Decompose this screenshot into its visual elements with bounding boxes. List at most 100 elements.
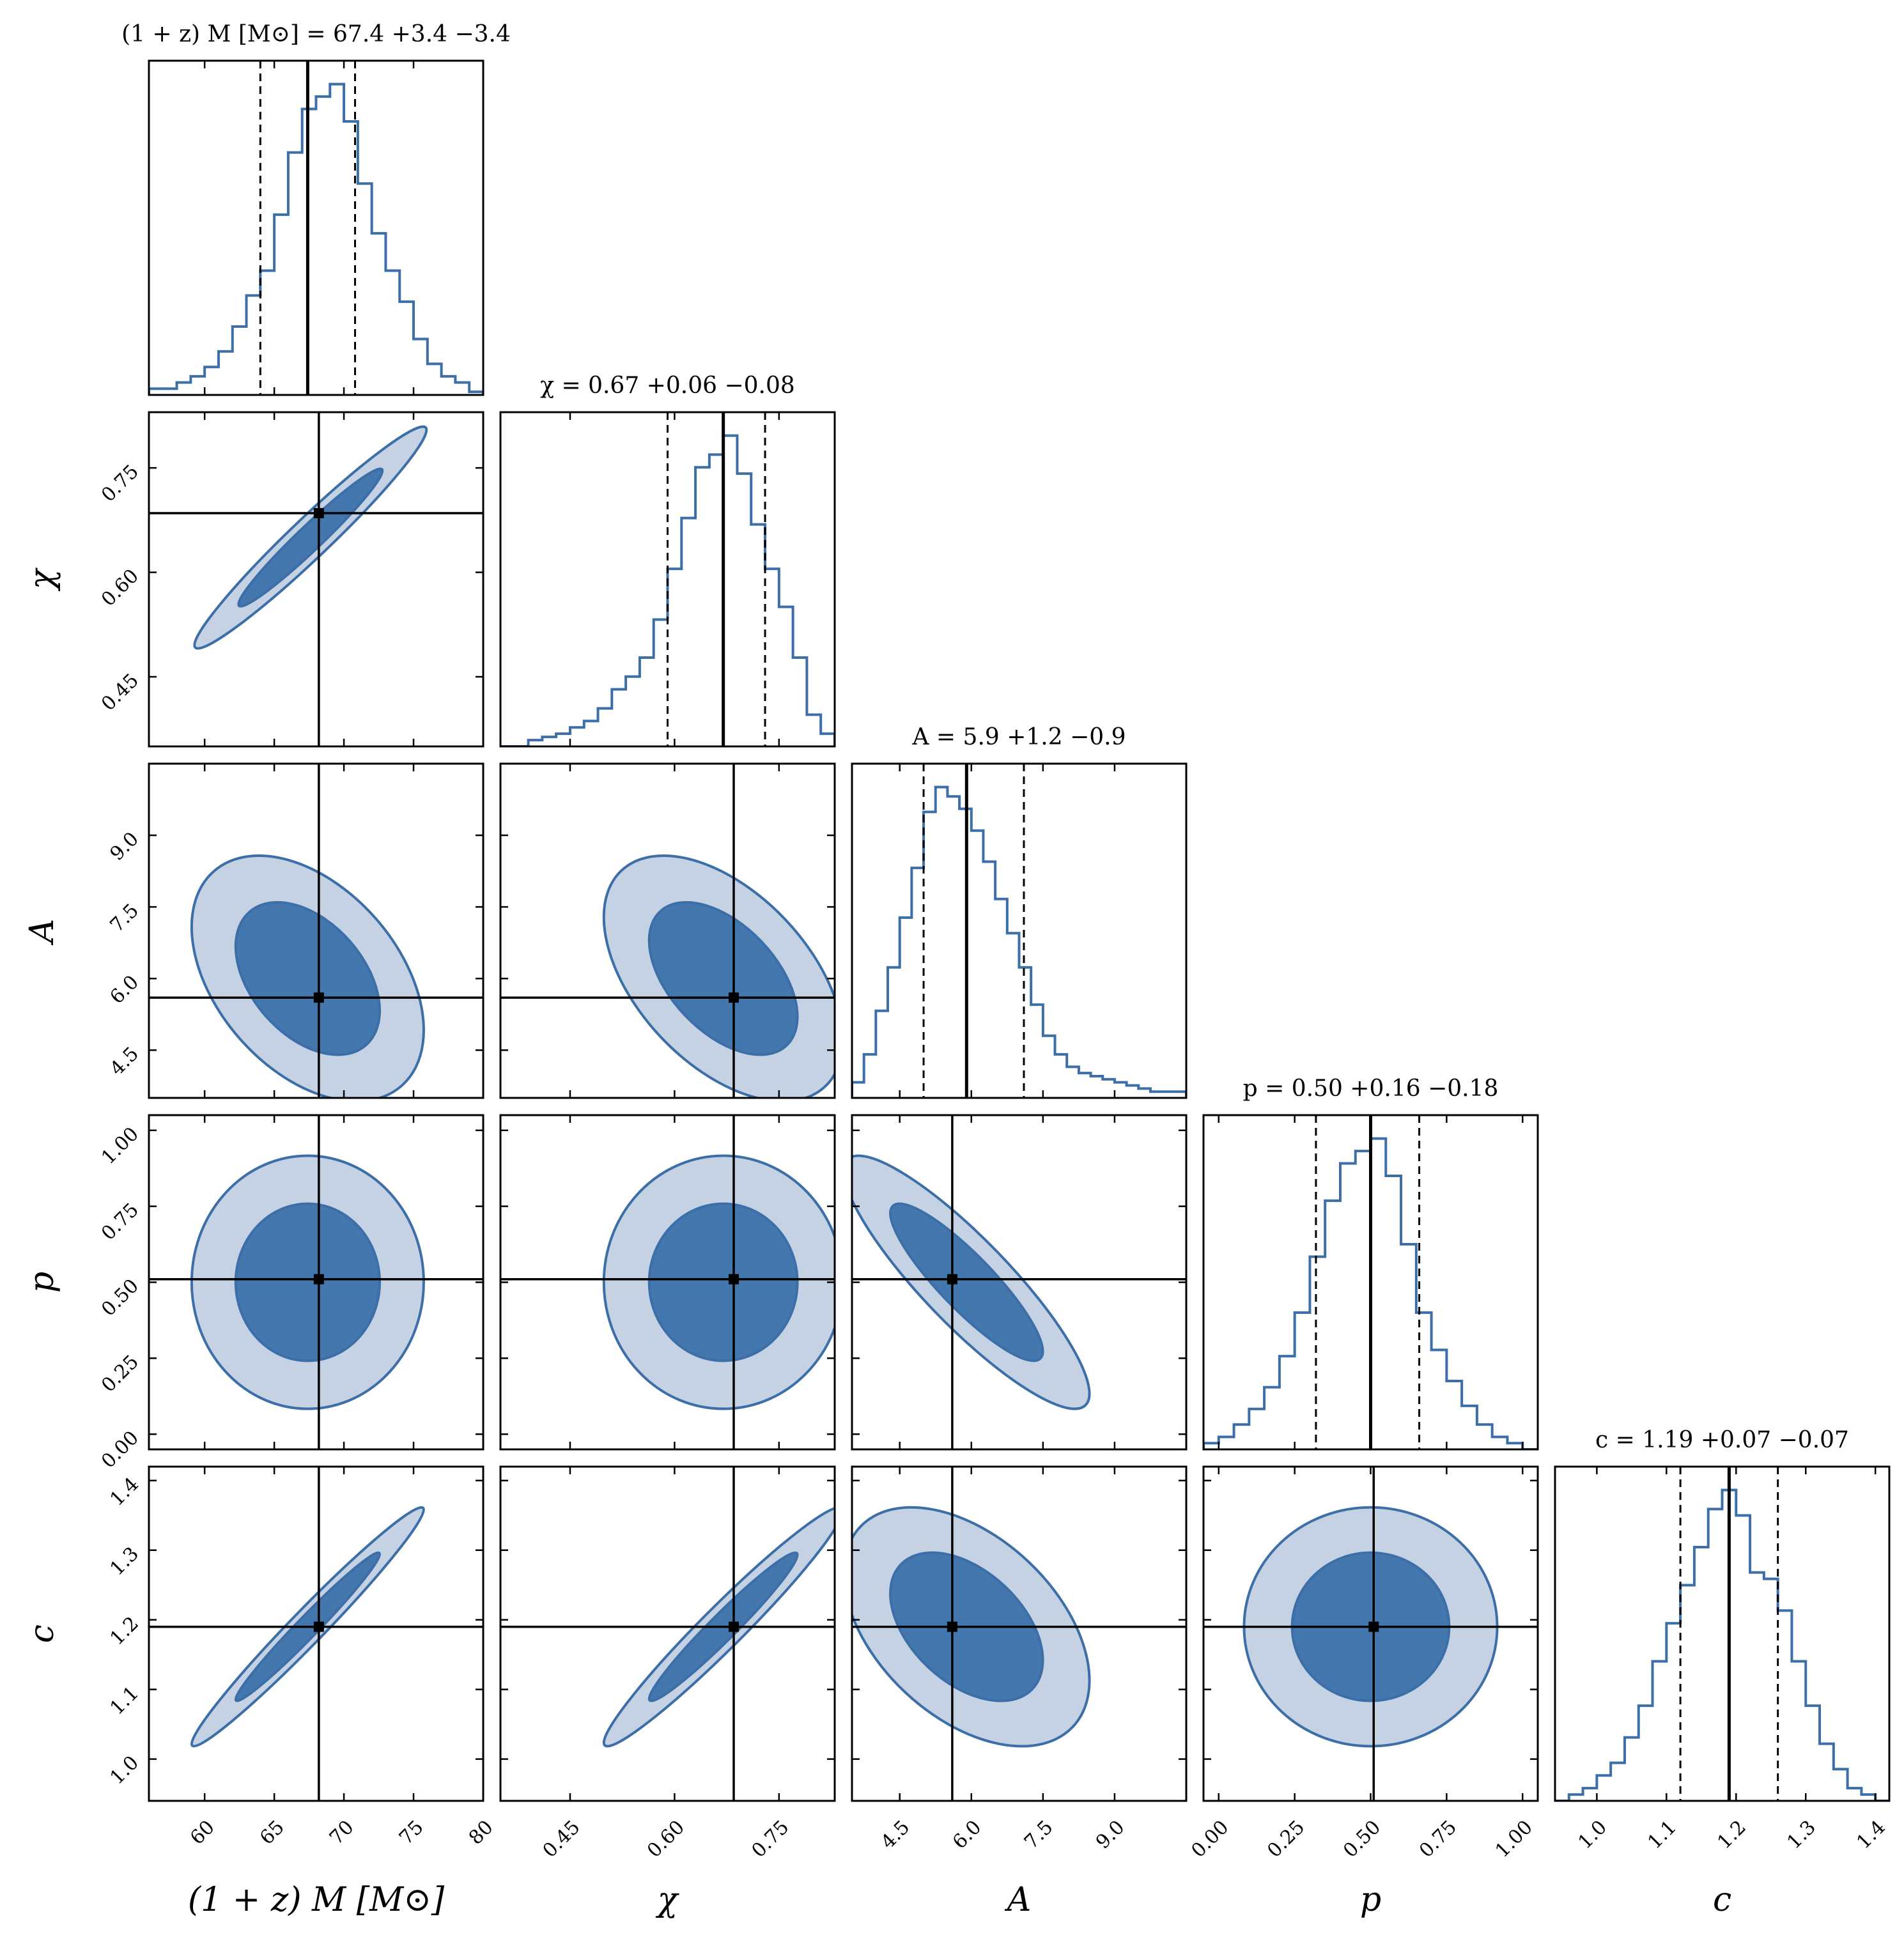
panel-chi-hist: χ = 0.67 +0.06 −0.08: [499, 373, 836, 748]
contour-inner: [647, 1202, 799, 1362]
y-tick-label: 0.75: [97, 460, 143, 506]
x-tick-label: 60: [186, 1816, 219, 1849]
panel-frame: [148, 1465, 484, 1802]
x-tick-label: 9.0: [1092, 1816, 1129, 1853]
panel-frame: [1554, 1465, 1891, 1802]
panel-chi-vs-c: 0.45 0.60 0.75: [499, 1465, 836, 1862]
histogram-M: [149, 82, 483, 395]
y-axis-label-chi: χ: [23, 567, 61, 592]
panel-frame: [851, 1465, 1188, 1802]
y-tick-label: 0.75: [97, 1199, 143, 1245]
y-axis-label-p: p: [23, 1272, 61, 1293]
x-tick-label: 70: [325, 1816, 359, 1849]
panel-frame: [499, 1465, 836, 1802]
y-tick-label: 6.0: [106, 971, 143, 1008]
x-tick-label: 0.25: [1263, 1816, 1309, 1862]
x-tick-label: 7.5: [1020, 1816, 1057, 1853]
panel-frame: [148, 59, 484, 396]
histogram-chi: [500, 434, 835, 746]
panel-frame: [499, 411, 836, 748]
panel-A-vs-p: [851, 1114, 1188, 1451]
y-tick-label: 1.3: [106, 1543, 143, 1580]
truth-marker: [729, 1621, 739, 1632]
x-tick-label: 0.50: [1339, 1816, 1385, 1862]
y-tick-label: 4.5: [106, 1043, 143, 1080]
panel-c-hist: c = 1.19 +0.07 −0.07 1.0 1.1 1.2 1.3 1.4: [1554, 1427, 1891, 1853]
panel-title-A: A = 5.9 +1.2 −0.9: [911, 724, 1126, 750]
x-axis-label-M: (1 + z) M [M⊙]: [188, 1881, 445, 1919]
x-axis-label-c: c: [1713, 1881, 1731, 1919]
contour-inner: [237, 467, 384, 608]
panel-chi-vs-A: [499, 762, 836, 1099]
x-tick-label: 6.0: [948, 1816, 986, 1853]
contour-inner: [234, 1202, 382, 1362]
x-axis-label-p: p: [1360, 1881, 1381, 1919]
truth-marker: [729, 992, 739, 1003]
panel-A-hist: A = 5.9 +1.2 −0.9: [851, 724, 1188, 1099]
contour-inner: [889, 1202, 1044, 1362]
panel-chi-vs-p: [499, 1114, 836, 1451]
panel-title-c: c = 1.19 +0.07 −0.07: [1595, 1427, 1849, 1453]
panel-M-vs-A: 4.5 6.0 7.5 9.0: [106, 762, 484, 1099]
y-tick-label: 1.00: [97, 1123, 143, 1169]
panel-M-hist: (1 + z) M [M⊙] = 67.4 +3.4 −3.4: [121, 21, 511, 396]
contour-inner: [647, 900, 799, 1056]
histogram-c: [1555, 1488, 1889, 1801]
panel-frame: [851, 762, 1188, 1099]
y-tick-label: 0.60: [97, 565, 143, 611]
x-tick-label: 1.3: [1783, 1816, 1820, 1853]
panel-M-vs-c: 60 65 70 75 80 1.0 1.1 1.2 1.3 1.4: [106, 1465, 498, 1849]
x-tick-label: 0.60: [643, 1816, 689, 1862]
truth-marker: [947, 1621, 957, 1632]
panel-M-vs-chi: 0.45 0.60 0.75: [97, 411, 484, 748]
y-tick-label: 0.00: [97, 1427, 143, 1473]
y-tick-label: 7.5: [106, 899, 143, 936]
y-axis-label-A: A: [23, 919, 61, 946]
x-tick-label: 75: [395, 1816, 428, 1849]
x-tick-label: 4.5: [877, 1816, 914, 1853]
truth-marker: [313, 992, 324, 1003]
truth-marker: [947, 1274, 957, 1284]
truth-marker: [313, 507, 324, 518]
y-tick-label: 1.4: [106, 1473, 143, 1510]
panel-M-vs-p: 0.00 0.25 0.50 0.75 1.00: [97, 1114, 484, 1473]
x-tick-label: 0.45: [539, 1816, 585, 1862]
y-tick-label: 9.0: [106, 828, 143, 865]
panel-p-hist: p = 0.50 +0.16 −0.18: [1202, 1076, 1539, 1451]
y-tick-label: 0.25: [97, 1351, 143, 1397]
y-tick-label: 1.1: [106, 1682, 143, 1719]
panel-frame: [499, 762, 836, 1099]
y-axis-label-c: c: [23, 1624, 61, 1643]
x-tick-label: 1.00: [1491, 1816, 1537, 1862]
panel-title-M: (1 + z) M [M⊙] = 67.4 +3.4 −3.4: [121, 21, 511, 47]
truth-marker: [313, 1621, 324, 1632]
x-tick-label: 65: [256, 1816, 289, 1849]
x-axis-label-A: A: [1005, 1881, 1032, 1919]
panel-frame: [148, 411, 484, 748]
x-tick-label: 1.0: [1574, 1816, 1611, 1853]
truth-marker: [729, 1274, 739, 1284]
x-tick-label: 80: [465, 1816, 498, 1849]
y-tick-label: 0.50: [97, 1275, 143, 1321]
x-tick-label: 0.75: [1415, 1816, 1461, 1862]
x-tick-label: 1.1: [1643, 1816, 1680, 1853]
x-axis-label-chi: χ: [655, 1881, 680, 1919]
y-tick-label: 1.0: [106, 1752, 143, 1789]
panel-frame: [148, 762, 484, 1099]
panel-title-p: p = 0.50 +0.16 −0.18: [1243, 1076, 1499, 1102]
panel-p-vs-c: 0.00 0.25 0.50 0.75 1.00: [1187, 1465, 1539, 1862]
y-tick-label: 1.2: [106, 1612, 143, 1649]
panel-title-chi: χ = 0.67 +0.06 −0.08: [540, 373, 795, 399]
x-tick-label: 0.00: [1187, 1816, 1233, 1862]
histogram-A: [852, 785, 1186, 1098]
panel-A-vs-c: 4.5 6.0 7.5 9.0: [851, 1465, 1188, 1853]
x-tick-label: 1.4: [1852, 1816, 1889, 1853]
truth-marker: [313, 1274, 324, 1284]
x-tick-label: 0.75: [747, 1816, 793, 1862]
x-tick-label: 1.2: [1713, 1816, 1750, 1853]
truth-marker: [1368, 1621, 1379, 1632]
y-tick-label: 0.45: [97, 669, 143, 715]
contour-inner: [234, 900, 382, 1056]
